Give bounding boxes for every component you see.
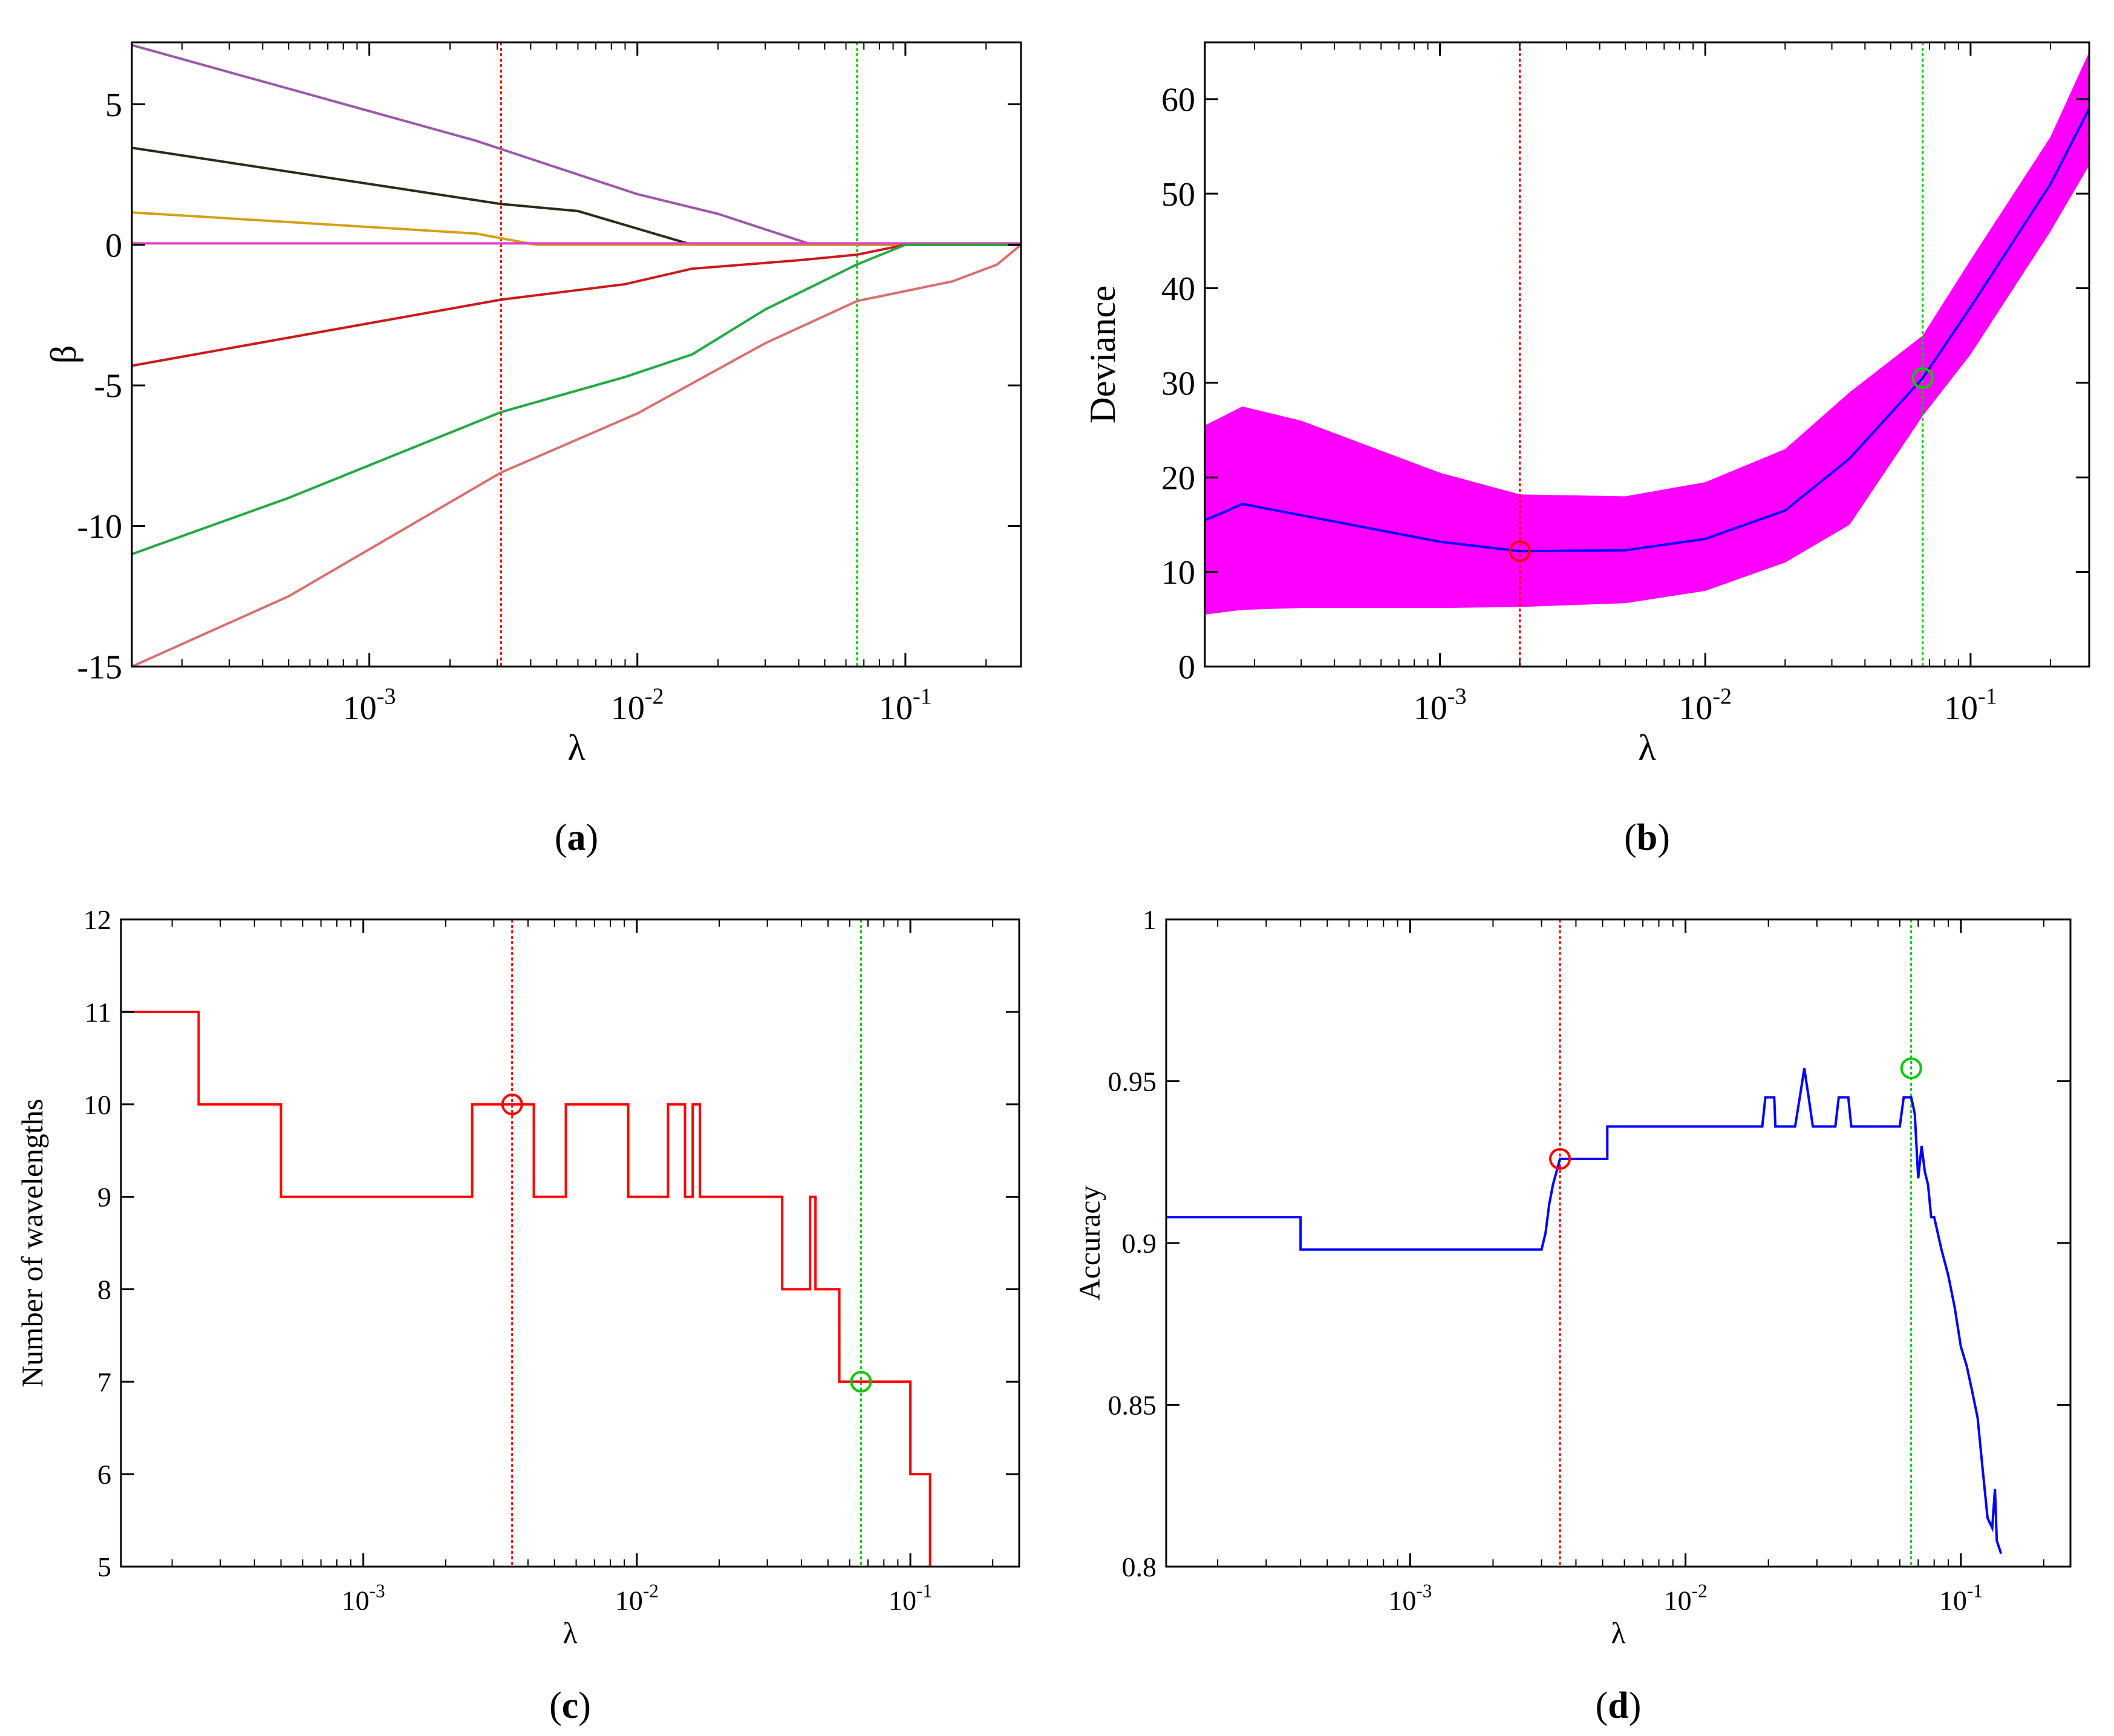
chart-b: 10-3 10-2 10-1 0 10 20 30 40 50 60 λ Deviance (b) (1083, 41, 2090, 858)
chart-d: 10-3 10-2 10-1 0.8 0.85 0.9 0.95 1 λ Accuracy (d) (1073, 904, 2072, 1726)
y-axis-label: β (44, 345, 84, 364)
coef-red-series (132, 243, 1021, 367)
chart-a: 10-3 10-2 10-1 5 0 -5 -10 -15 λ β (a) (44, 41, 1022, 858)
x-tick-label: 10-3 (1414, 684, 1467, 727)
y-axis-label: Accuracy (1073, 1186, 1106, 1300)
coef-black-series (132, 146, 1021, 246)
y-tick-label: 60 (1161, 81, 1195, 119)
x-axis-label: λ (563, 1617, 577, 1650)
x-tick-label: 10-2 (611, 684, 664, 727)
min-deviance-marker (1509, 540, 1531, 563)
min-accuracy-marker (1549, 1147, 1571, 1170)
coef-pink-series (132, 244, 1021, 667)
coef-green-series (132, 243, 1021, 555)
x-tick-label: 10-3 (343, 684, 396, 727)
y-tick-label: 0 (105, 227, 122, 264)
y-tick-label: 0.9 (1122, 1228, 1157, 1259)
accuracy-series (1166, 1068, 2003, 1555)
panel-label: (c) (549, 1685, 591, 1726)
axes-box (131, 41, 1022, 668)
panel-label: (d) (1596, 1685, 1642, 1726)
x-tick-label: 10-3 (1388, 1581, 1432, 1616)
x-tick-label: 10-1 (1939, 1581, 1983, 1616)
x-tick-label: 10-3 (342, 1581, 385, 1616)
y-axis-label: Deviance (1083, 286, 1123, 423)
y-tick-label: 8 (97, 1274, 111, 1305)
y-tick-label: 10 (1161, 554, 1195, 592)
y-tick-label: 20 (1161, 460, 1195, 497)
coef-gold-series (132, 211, 1021, 246)
y-tick-label: 0.8 (1122, 1552, 1157, 1582)
y-tick-label: 10 (83, 1089, 111, 1120)
panel-a: 10-3 10-2 10-1 5 0 -5 -10 -15 λ β (a) (0, 0, 1057, 868)
y-tick-label: 0 (1178, 649, 1195, 687)
y-tick-label: 7 (97, 1366, 111, 1397)
panel-label: (a) (555, 817, 598, 858)
wavelength-count-series (121, 1010, 931, 1567)
min-wavelengths-marker (501, 1093, 523, 1115)
y-tick-label: -10 (77, 508, 122, 546)
mean-deviance-series (1205, 108, 2089, 553)
y-tick-label: -15 (77, 649, 122, 687)
panel-d: 10-3 10-2 10-1 0.8 0.85 0.9 0.95 1 λ Accuracy (d) (1057, 868, 2114, 1736)
y-tick-label: 40 (1161, 270, 1195, 308)
1se-accuracy-marker (1900, 1057, 1922, 1080)
x-tick-label: 10-2 (1678, 684, 1732, 727)
plot-area (132, 42, 1021, 667)
chart-c: 10-3 10-2 10-1 5 6 7 8 9 10 11 12 λ Number of wavele… (16, 904, 1020, 1726)
plot-area (121, 919, 931, 1567)
x-tick-label: 10-2 (615, 1581, 659, 1616)
x-tick-label: 10-1 (879, 684, 932, 727)
y-tick-label: 5 (105, 86, 122, 124)
y-tick-label: -5 (94, 368, 122, 405)
x-tick-label: 10-1 (889, 1581, 932, 1616)
axes-box (1165, 918, 2072, 1568)
1se-wavelengths-marker (850, 1371, 872, 1393)
deviance-std-band (1205, 51, 2089, 615)
plot-area (1166, 919, 2003, 1567)
y-tick-label: 0.95 (1108, 1066, 1157, 1097)
panel-label: (b) (1624, 817, 1670, 858)
y-tick-label: 12 (83, 904, 111, 935)
x-axis-label: λ (1611, 1617, 1625, 1650)
panel-b: 10-3 10-2 10-1 0 10 20 30 40 50 60 λ Deviance (b) (1057, 0, 2114, 868)
plot-area (1205, 42, 2089, 667)
axes-box (120, 918, 1020, 1568)
axes-box (1204, 41, 2090, 668)
x-tick-label: 10-2 (1664, 1581, 1708, 1616)
y-tick-label: 9 (97, 1182, 111, 1213)
y-tick-label: 6 (97, 1459, 111, 1490)
1se-deviance-marker (1911, 367, 1934, 390)
y-axis-label: Number of wavelengths (16, 1098, 49, 1387)
y-tick-label: 30 (1161, 365, 1195, 403)
x-axis-label: λ (567, 728, 585, 768)
coef-purple-series (132, 44, 1021, 246)
y-tick-label: 5 (97, 1552, 111, 1582)
x-tick-label: 10-1 (1944, 684, 1997, 727)
panel-c: 10-3 10-2 10-1 5 6 7 8 9 10 11 12 λ Number of wavele… (0, 868, 1057, 1736)
y-tick-label: 1 (1143, 904, 1157, 935)
y-tick-label: 11 (85, 997, 111, 1028)
y-tick-label: 0.85 (1108, 1390, 1157, 1421)
y-tick-label: 50 (1161, 176, 1195, 214)
x-axis-label: λ (1638, 728, 1656, 768)
